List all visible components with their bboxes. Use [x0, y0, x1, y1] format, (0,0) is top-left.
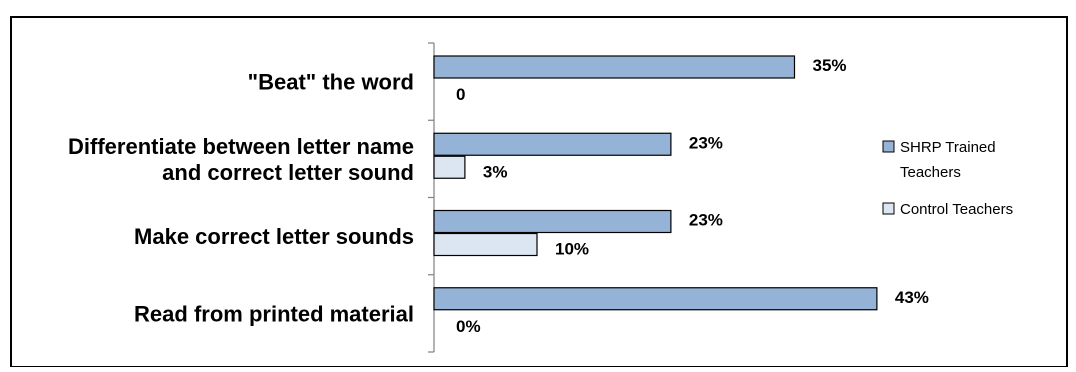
data-label: 0% [456, 317, 481, 336]
data-label: 43% [895, 288, 929, 307]
bar [433, 155, 466, 179]
legend-swatch [882, 202, 895, 215]
legend-label: SHRP Trained [900, 139, 996, 156]
category-label: and correct letter sound [162, 160, 414, 185]
data-label: 23% [689, 133, 723, 152]
legend-label: Teachers [900, 164, 961, 181]
category-label: Read from printed material [134, 301, 414, 326]
bar [433, 209, 672, 234]
data-label: 35% [813, 56, 847, 75]
data-label: 23% [689, 211, 723, 230]
data-label: 0 [456, 85, 465, 104]
bar [433, 287, 878, 311]
category-label: "Beat" the word [248, 70, 414, 95]
category-label: Make correct letter sounds [134, 224, 414, 249]
legend-swatch [882, 140, 895, 153]
category-label: Differentiate between letter name [68, 134, 414, 159]
data-label: 10% [555, 240, 589, 259]
data-label: 3% [483, 162, 508, 181]
legend-label: Control Teachers [900, 201, 1013, 218]
bar [433, 232, 538, 257]
bar [433, 132, 672, 156]
bar [433, 55, 796, 79]
